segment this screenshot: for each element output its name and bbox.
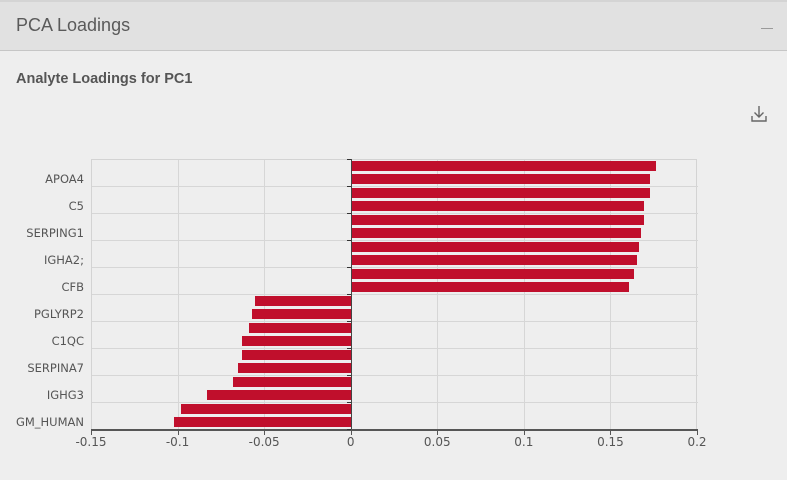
gridline-horizontal [92, 375, 698, 376]
x-axis-tick [91, 429, 92, 435]
loadings-bar-chart: -0.15 -0.1 -0.05 0 0.05 0.1 0.15 0.2 APOA4 C5 SERP… [0, 140, 787, 480]
bar-serping1[interactable] [351, 228, 641, 239]
y-axis-label: PGLYRP2 [34, 307, 84, 322]
x-axis-tick-label: -0.1 [165, 435, 190, 449]
y-axis-label-wrap: SERPING1 [0, 225, 84, 241]
bar-item-19[interactable] [181, 403, 351, 414]
plot-area [91, 159, 698, 430]
bar-item-1[interactable] [351, 160, 657, 171]
x-axis-tick-label: 0.05 [423, 435, 451, 449]
zero-axis-tick [347, 158, 351, 160]
bar-cfb[interactable] [351, 282, 629, 293]
zero-axis-tick [347, 293, 351, 295]
zero-axis-tick [347, 374, 351, 376]
y-axis-label: IGHA2; [43, 253, 84, 268]
y-axis-label-wrap: C1QC [0, 333, 84, 349]
bar-c5[interactable] [351, 201, 645, 212]
bar-item-7[interactable] [351, 241, 640, 252]
gridline-horizontal [92, 294, 698, 295]
x-axis [91, 429, 698, 431]
y-axis-label-wrap: C5 [0, 198, 84, 214]
bar-item-11[interactable] [255, 295, 351, 306]
gridline-horizontal [92, 402, 698, 403]
gridline-horizontal [92, 267, 698, 268]
gridline-horizontal [92, 213, 698, 214]
y-axis-label: SERPINA7 [27, 361, 84, 376]
bar-item-3[interactable] [351, 187, 650, 198]
x-axis-tick [437, 429, 438, 435]
chart-subtitle: Analyte Loadings for PC1 [16, 71, 193, 87]
y-axis-label-wrap: GM_HUMAN [12, 414, 84, 430]
bar-item-9[interactable] [351, 268, 634, 279]
x-axis-tick [697, 429, 698, 435]
zero-axis-line [351, 159, 352, 429]
x-axis-tick [610, 429, 611, 435]
gridline-vertical [264, 160, 266, 430]
bar-serpina7[interactable] [238, 363, 351, 374]
x-axis-tick-label: -0.05 [248, 435, 280, 449]
x-axis-tick-label: 0 [346, 435, 355, 449]
bar-item-5[interactable] [351, 214, 645, 225]
zero-axis-tick [347, 401, 351, 403]
y-axis-label: GM_HUMAN [15, 415, 84, 430]
zero-axis-tick [347, 266, 351, 268]
y-axis-label: C5 [68, 199, 84, 214]
bar-ighg3[interactable] [207, 390, 351, 401]
zero-axis-tick [347, 212, 351, 214]
y-axis-label: CFB [61, 280, 84, 295]
y-axis-label: APOA4 [45, 172, 84, 187]
x-axis-tick [351, 429, 352, 435]
y-axis-label: IGHG3 [46, 388, 84, 403]
gridline-horizontal [92, 240, 698, 241]
zero-axis-tick [347, 320, 351, 322]
zero-axis-tick [347, 347, 351, 349]
gridline-vertical [523, 160, 525, 430]
gridline-vertical [177, 160, 179, 430]
bar-item-15[interactable] [241, 349, 351, 360]
x-axis-tick [264, 429, 265, 435]
y-axis-label-wrap: IGHG3 [0, 387, 84, 403]
bar-item-17[interactable] [232, 376, 351, 387]
bar-pglyrp2[interactable] [252, 309, 351, 320]
gridline-horizontal [92, 321, 698, 322]
panel-title: PCA Loadings [16, 15, 131, 35]
panel-header: PCA Loadings [0, 0, 787, 51]
minus-icon[interactable] [758, 20, 778, 36]
bar-igha2-[interactable] [351, 255, 638, 266]
zero-axis-tick [347, 239, 351, 241]
gridline-horizontal [92, 348, 698, 349]
bar-item-13[interactable] [248, 322, 351, 333]
y-axis-label: C1QC [51, 334, 84, 349]
y-axis-label-wrap: CFB [0, 279, 84, 295]
gridline-vertical [437, 160, 439, 430]
download-icon[interactable] [749, 104, 769, 124]
x-axis-tick-label: 0.2 [687, 435, 707, 449]
bar-c1qc[interactable] [241, 336, 351, 347]
x-axis-tick-label: 0.15 [597, 435, 624, 449]
x-axis-tick [178, 429, 179, 435]
gridline-horizontal [92, 186, 698, 187]
y-axis-label: SERPING1 [26, 226, 84, 241]
bar-gm-human[interactable] [174, 417, 351, 428]
y-axis-label-wrap: SERPINA7 [0, 360, 84, 376]
zero-axis-tick [347, 185, 351, 187]
y-axis-label-wrap: APOA4 [0, 171, 84, 187]
x-axis-tick-label: 0.1 [514, 435, 534, 449]
x-axis-tick [524, 429, 525, 435]
x-axis-tick-label: -0.15 [75, 435, 107, 449]
gridline-vertical [610, 160, 612, 430]
zero-axis-tick [347, 428, 351, 430]
y-axis-label-wrap: IGHA2; [0, 252, 84, 268]
bar-apoa4[interactable] [351, 174, 650, 185]
y-axis-label-wrap: PGLYRP2 [0, 306, 84, 322]
